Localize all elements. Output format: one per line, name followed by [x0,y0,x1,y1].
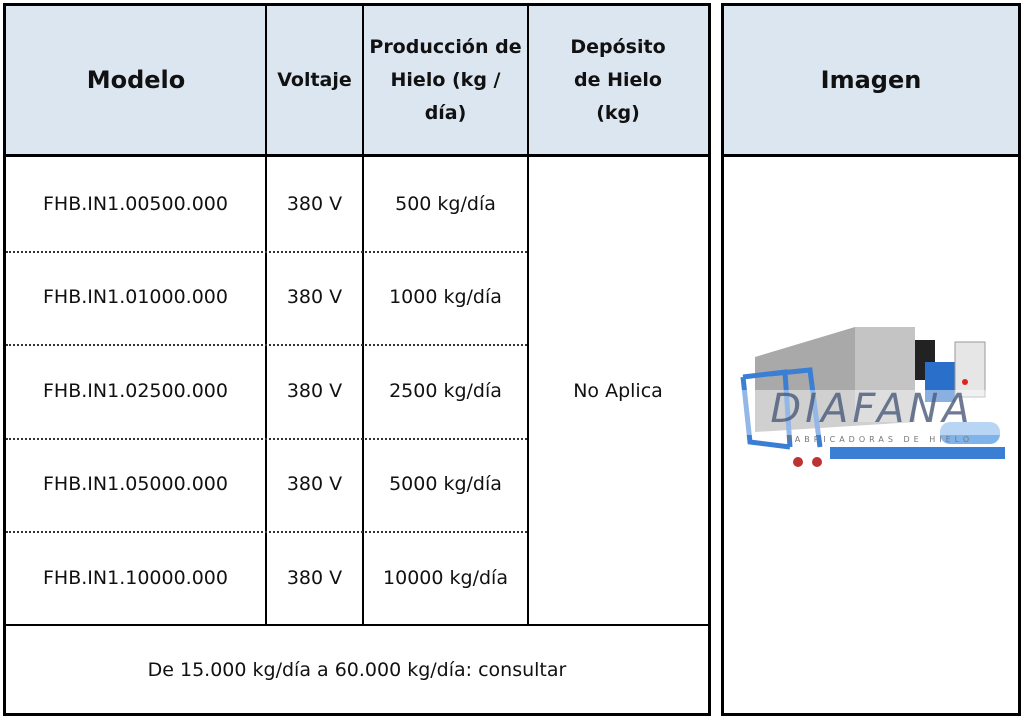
row-divider [6,437,527,440]
watermark-band [740,390,1005,435]
spec-table: Modelo Voltaje Producción de Hielo (kg /… [3,3,711,716]
header-deposito: Depósito de Hielo (kg) [528,6,708,157]
divider [527,6,529,625]
cell-voltaje: 380 V [286,379,343,402]
wheel [812,457,822,467]
cart-frame [740,367,823,450]
cell-modelo: FHB.IN1.05000.000 [43,473,228,496]
cell-modelo: FHB.IN1.00500.000 [43,192,228,215]
tank-front [855,327,915,422]
header-produccion: Producción de Hielo (kg / día) [363,6,528,157]
cell-voltaje: 380 V [286,286,343,309]
cell-modelo: FHB.IN1.10000.000 [43,566,228,589]
cell-modelo: FHB.IN1.02500.000 [43,379,228,402]
condenser [925,362,955,402]
header-imagen: Imagen [724,6,1018,157]
row-divider [6,250,527,253]
cell-voltaje: 380 V [286,566,343,589]
cell-produccion: 5000 kg/día [389,473,502,496]
cell-produccion: 2500 kg/día [389,379,502,402]
control-panel [954,341,986,398]
cell-produccion: 1000 kg/día [389,286,502,309]
watermark-sub: FABRICADORAS DE HIELO [787,435,973,444]
base-frame [830,447,1005,459]
row-divider [6,344,527,346]
footer-note: De 15.000 kg/día a 60.000 kg/día: consul… [147,658,567,681]
header-voltaje: Voltaje [266,6,363,157]
watermark-logo: DIAFANA [770,386,973,432]
ice-machine-image: DIAFANA FABRICADORAS DE HIELO [740,327,1005,467]
divider [265,6,267,625]
wheel [793,457,803,467]
tank-cylinder [940,422,1000,444]
deposito-value: No Aplica [573,380,663,402]
cell-voltaje: 380 V [286,192,343,215]
cell-produccion: 500 kg/día [395,192,496,215]
cell-produccion: 10000 kg/día [383,566,508,589]
button-red [962,379,968,385]
row-divider [6,531,527,533]
divider [6,624,708,626]
cell-voltaje: 380 V [286,473,343,496]
divider [362,6,364,625]
cell-modelo: FHB.IN1.01000.000 [43,286,228,309]
header-modelo: Modelo [6,6,266,157]
